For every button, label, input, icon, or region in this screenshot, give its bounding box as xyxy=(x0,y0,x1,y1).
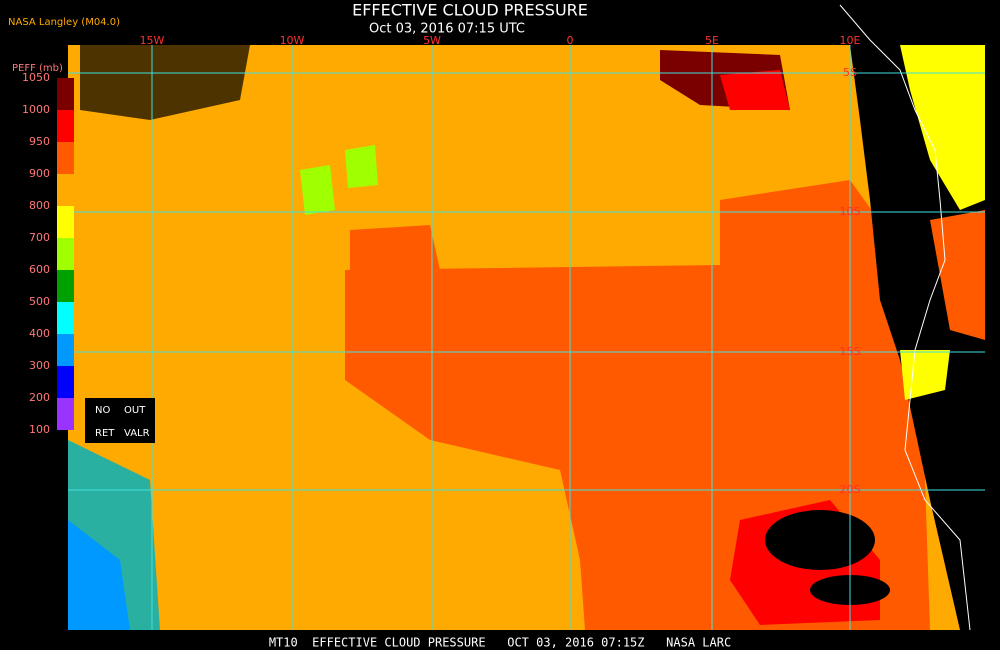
latitude-label: 10S xyxy=(840,205,861,218)
latitude-label: 15S xyxy=(840,345,861,358)
colorbar-swatch xyxy=(57,142,74,174)
colorbar-swatch xyxy=(57,270,74,302)
colorbar-tick-label: 600 xyxy=(29,263,50,276)
colorbar: 1050 1000 950 900 800 700 600 500 400 300 200 100 xyxy=(22,71,74,436)
cloud-field xyxy=(300,165,335,215)
colorbar-tick-label: 300 xyxy=(29,359,50,372)
legend-text: OUT xyxy=(124,405,146,416)
legend-text: RET xyxy=(95,428,115,439)
colorbar-swatch xyxy=(57,302,74,334)
longitude-label: 10E xyxy=(840,34,861,47)
colorbar-tick-label: 500 xyxy=(29,295,50,308)
longitude-label: 0 xyxy=(567,34,574,47)
subtitle: Oct 03, 2016 07:15 UTC xyxy=(369,22,525,37)
colorbar-swatch xyxy=(57,110,74,142)
cloud-field xyxy=(900,45,985,210)
colorbar-tick-label: 900 xyxy=(29,167,50,180)
cloud-field xyxy=(68,520,130,630)
colorbar-swatch xyxy=(57,238,74,270)
longitude-label: 15W xyxy=(140,34,165,47)
clear-sky xyxy=(80,45,250,120)
legend-text: NO xyxy=(95,405,110,416)
colorbar-tick-label: 100 xyxy=(29,423,50,436)
cloud-field xyxy=(350,225,440,275)
colorbar-label: PEFF (mb) xyxy=(12,63,63,74)
cloud-field xyxy=(345,145,378,188)
clear-sky xyxy=(765,510,875,570)
colorbar-swatch xyxy=(57,206,74,238)
colorbar-tick-label: 800 xyxy=(29,199,50,212)
longitude-label: 5E xyxy=(705,34,719,47)
legend-box: NO OUT RET VALR xyxy=(95,405,150,439)
legend-text: VALR xyxy=(124,428,150,439)
colorbar-tick-label: 1050 xyxy=(22,71,50,84)
cloud-field xyxy=(720,70,790,110)
latitude-label: 5S xyxy=(843,66,857,79)
colorbar-tick-label: 400 xyxy=(29,327,50,340)
credit: NASA Langley (M04.0) xyxy=(8,17,120,28)
map xyxy=(68,4,985,631)
colorbar-tick-label: 1000 xyxy=(22,103,50,116)
legend-box xyxy=(85,398,155,443)
footer: MT10 EFFECTIVE CLOUD PRESSURE OCT 03, 20… xyxy=(269,636,731,650)
longitude-label: 5W xyxy=(423,34,441,47)
colorbar-tick-label: 950 xyxy=(29,135,50,148)
coastline xyxy=(839,4,971,631)
colorbar-swatch xyxy=(57,78,74,110)
cloud-field xyxy=(900,350,950,400)
colorbar-swatch xyxy=(57,174,74,206)
colorbar-swatch xyxy=(57,398,74,430)
longitude-label: 10W xyxy=(280,34,305,47)
colorbar-swatch xyxy=(57,366,74,398)
colorbar-swatch xyxy=(57,334,74,366)
latitude-label: 20S xyxy=(840,483,861,496)
graticule: 15W 10W 5W 0 5E 10E 5S 10S 15S 20S xyxy=(68,34,985,630)
colorbar-tick-label: 200 xyxy=(29,391,50,404)
colorbar-tick-label: 700 xyxy=(29,231,50,244)
title: EFFECTIVE CLOUD PRESSURE xyxy=(352,1,588,20)
